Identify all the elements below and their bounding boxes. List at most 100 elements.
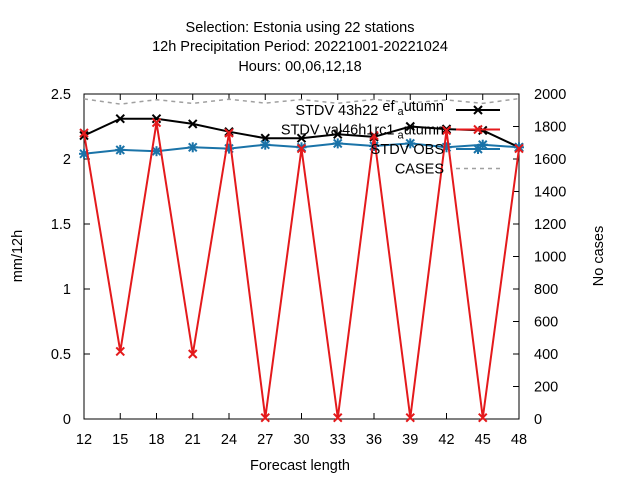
y2-tick-label: 0 [534,412,542,428]
data-point [115,144,126,155]
data-point [115,113,125,124]
title-line-3: Hours: 00,06,12,18 [238,59,361,75]
legend-label-sub: a [395,130,405,142]
marker-stroke [151,113,162,124]
marker-stroke [296,133,307,143]
x-tick-label: 12 [76,432,92,448]
data-point [151,113,162,124]
y2-tick-label: 200 [534,380,558,396]
legend-label: CASES [395,162,444,178]
data-point [151,146,162,157]
x-tick-label: 48 [511,432,527,448]
marker-stroke [296,143,307,154]
data-point [332,138,343,149]
data-point [478,412,488,423]
series-line [83,122,520,418]
x-tick-label: 21 [185,432,201,448]
marker-stroke [79,128,89,138]
series-cases [83,97,520,105]
title-line-2: 12h Precipitation Period: 20221001-20221… [152,39,448,55]
y2-tick-label: 2000 [534,87,566,103]
data-point [441,125,452,136]
marker-stroke [369,130,379,141]
marker-stroke [473,105,483,115]
marker-stroke [115,346,125,357]
x-tick-label: 45 [475,432,491,448]
x-tick-label: 27 [257,432,273,448]
legend-label-text: STDV 43h22 [295,103,378,119]
marker-stroke [115,113,125,124]
data-point [296,133,307,143]
data-point [260,139,271,150]
legend-label-sub: ef [378,99,395,115]
y-tick-label: 0.5 [51,347,71,363]
data-point [151,117,162,128]
chart-title: Selection: Estonia using 22 stations 12h… [152,20,448,75]
data-point [333,129,343,140]
legend-entry: CASES [395,162,500,178]
data-point [187,142,198,153]
legend-label-sub: a [395,106,405,118]
x-tick-label: 30 [293,432,309,448]
data-point [296,143,307,154]
y-tick-label: 1.5 [51,217,71,233]
series-line [83,97,520,105]
marker-stroke [405,412,415,423]
title-line-1: Selection: Estonia using 22 stations [186,20,415,36]
data-point [369,130,379,141]
y2-tick-label: 1800 [534,120,566,136]
y-tick-label: 0 [63,412,71,428]
y2-tick-label: 800 [534,282,558,298]
legend-marker [473,144,483,154]
data-point [188,119,198,129]
x-tick-label: 36 [366,432,382,448]
x-tick-label: 39 [402,432,418,448]
data-point [224,128,234,138]
legend-label-tail: utumn [404,123,444,139]
marker-stroke [333,412,343,423]
y-tick-label: 2.5 [51,87,71,103]
data-point [405,138,416,149]
x-tick-label: 15 [112,432,128,448]
marker-stroke [514,143,524,154]
legend-entry: STDV OBS [371,142,500,158]
legend-label-tail: utumn [404,99,444,115]
data-point [260,412,270,423]
x-tick-label: 42 [438,432,454,448]
plot-area: 12 15 18 21 24 27 30 33 36 39 42 45 48 0 0.5 1 1.5 2 2.5 0 2… [51,87,566,448]
data-point [333,412,343,423]
marker-stroke [188,119,198,129]
y2-tick-label: 1600 [534,152,566,168]
y2-tick-label: 600 [534,315,558,331]
marker-stroke [333,129,343,140]
data-point [405,412,415,423]
y2-tick-label: 1400 [534,185,566,201]
x-tick-label: 24 [221,432,237,448]
marker-stroke [151,117,162,128]
marker-stroke [441,125,452,136]
data-point [79,128,89,138]
series-stdv-val46h1rc1-autumn [79,117,524,423]
data-point [115,346,125,357]
y2-axis-label: No cases [591,226,607,286]
marker-stroke [224,128,234,138]
legend-label: STDV val46h1rc1 autumn [281,123,444,142]
marker-stroke [188,349,198,359]
legend-label-text: CASES [395,162,444,178]
y2-tick-label: 1000 [534,250,566,266]
y2-tick-label: 400 [534,347,558,363]
data-point [514,143,524,154]
legend-label-text: STDV OBS [371,142,444,158]
marker-stroke [260,412,270,423]
legend-label: STDV OBS [371,142,444,158]
marker-stroke [405,121,415,132]
legend-label-text: STDV val46h1rc1 [281,123,395,139]
y-tick-label: 2 [63,152,71,168]
marker-stroke [478,412,488,423]
marker-stroke [473,124,483,135]
y-tick-label: 1 [63,282,71,298]
data-point [188,349,198,359]
legend-marker [473,105,483,115]
